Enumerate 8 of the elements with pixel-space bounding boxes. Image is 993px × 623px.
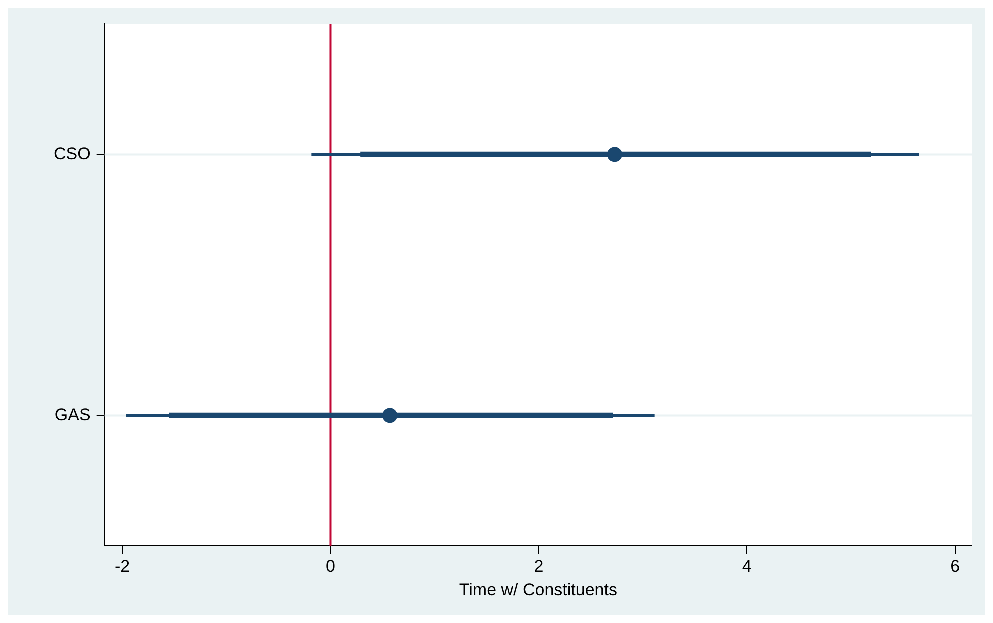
x-tick-label: 2	[534, 557, 544, 576]
y-tick-label: GAS	[54, 405, 91, 424]
x-axis-title: Time w/ Constituents	[459, 580, 618, 600]
x-tick-label: 6	[950, 557, 960, 576]
x-tick-label: -2	[114, 557, 130, 576]
x-tick-label: 4	[742, 557, 752, 576]
x-tick-label: 0	[326, 557, 336, 576]
y-tick-label: CSO	[54, 144, 91, 164]
